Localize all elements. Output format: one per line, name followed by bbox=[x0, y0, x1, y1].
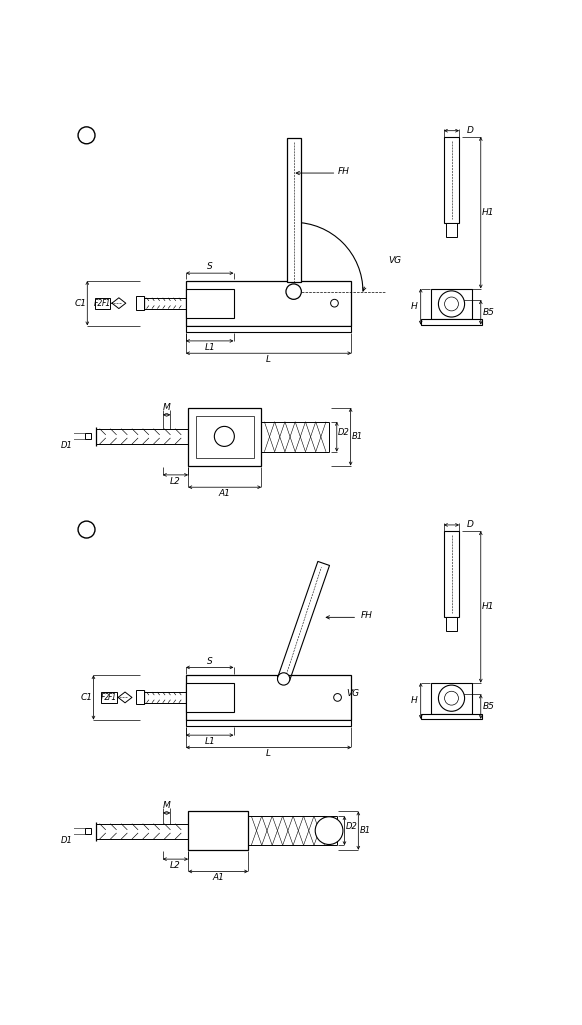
Bar bbox=[101, 692, 116, 703]
Text: FH: FH bbox=[361, 611, 372, 620]
Bar bbox=[186, 326, 352, 332]
Bar bbox=[444, 137, 459, 223]
Bar bbox=[444, 531, 459, 617]
Bar bbox=[188, 408, 261, 465]
Circle shape bbox=[331, 299, 338, 307]
Bar bbox=[85, 828, 91, 834]
Text: A1: A1 bbox=[218, 489, 230, 498]
Text: VG: VG bbox=[346, 689, 360, 698]
Circle shape bbox=[78, 521, 95, 538]
Text: H: H bbox=[411, 696, 418, 705]
Circle shape bbox=[78, 127, 95, 144]
Text: C1: C1 bbox=[74, 298, 86, 308]
Text: L1: L1 bbox=[204, 737, 215, 746]
Bar bbox=[186, 683, 233, 712]
Text: C1: C1 bbox=[80, 693, 93, 702]
Bar bbox=[188, 812, 249, 850]
Text: L: L bbox=[266, 749, 271, 758]
Bar bbox=[196, 415, 254, 458]
Bar bbox=[431, 683, 471, 713]
Text: B5: B5 bbox=[482, 308, 494, 317]
Text: L: L bbox=[266, 355, 271, 364]
Text: F2: F2 bbox=[94, 298, 104, 308]
Text: F2: F2 bbox=[100, 693, 109, 702]
Circle shape bbox=[315, 817, 343, 845]
Bar bbox=[421, 713, 482, 719]
Text: D1: D1 bbox=[61, 441, 72, 450]
Text: M: M bbox=[163, 802, 171, 811]
Circle shape bbox=[438, 685, 464, 711]
Bar bbox=[431, 289, 471, 320]
Text: D: D bbox=[467, 521, 473, 530]
Text: H: H bbox=[411, 301, 418, 311]
Bar bbox=[287, 138, 300, 283]
Bar bbox=[186, 281, 352, 326]
Text: B: B bbox=[82, 525, 91, 535]
Bar bbox=[95, 298, 111, 309]
Text: H1: H1 bbox=[482, 208, 495, 217]
Bar bbox=[136, 296, 144, 311]
Circle shape bbox=[214, 426, 235, 447]
Text: S: S bbox=[207, 262, 212, 272]
Circle shape bbox=[445, 691, 459, 705]
Text: A: A bbox=[82, 130, 91, 140]
Circle shape bbox=[445, 297, 459, 311]
Text: FH: FH bbox=[338, 167, 350, 176]
Text: F1: F1 bbox=[108, 693, 118, 702]
Circle shape bbox=[286, 284, 301, 299]
Bar bbox=[446, 617, 457, 631]
Bar bbox=[136, 691, 144, 704]
Bar bbox=[186, 289, 233, 318]
Bar bbox=[421, 320, 482, 325]
Text: B1: B1 bbox=[360, 826, 371, 835]
Text: F1: F1 bbox=[102, 298, 111, 308]
Bar bbox=[186, 675, 352, 720]
Text: D: D bbox=[467, 126, 473, 135]
Text: S: S bbox=[207, 657, 212, 665]
Text: L1: L1 bbox=[204, 342, 215, 352]
Bar bbox=[446, 223, 457, 237]
Text: B5: B5 bbox=[482, 702, 494, 711]
Circle shape bbox=[278, 672, 290, 685]
Text: H1: H1 bbox=[482, 602, 495, 611]
Text: A1: A1 bbox=[212, 873, 224, 883]
Text: D1: D1 bbox=[61, 836, 72, 846]
Text: B1: B1 bbox=[352, 432, 363, 441]
Text: L2: L2 bbox=[170, 477, 180, 486]
Text: L2: L2 bbox=[170, 861, 180, 870]
Circle shape bbox=[438, 291, 464, 317]
Text: M: M bbox=[163, 404, 171, 412]
Text: D2: D2 bbox=[338, 428, 350, 437]
Text: D2: D2 bbox=[346, 822, 357, 831]
Circle shape bbox=[333, 694, 342, 701]
Text: VG: VG bbox=[389, 256, 402, 265]
Bar bbox=[186, 720, 352, 726]
Bar bbox=[85, 434, 91, 440]
